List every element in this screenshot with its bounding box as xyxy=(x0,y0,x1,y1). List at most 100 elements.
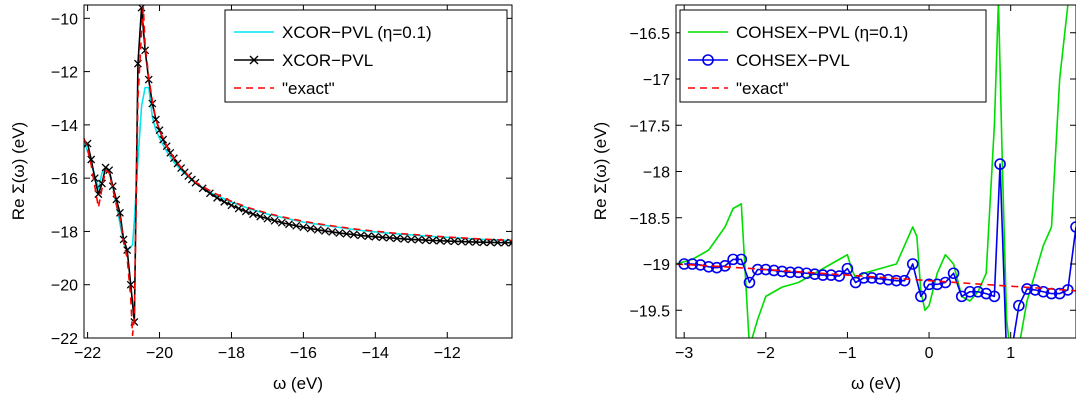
left-point-1-62 xyxy=(421,236,430,245)
left-point-1-65 xyxy=(443,237,452,245)
left-legend-label-1: XCOR−PVL xyxy=(282,51,373,70)
right-point-1-13 xyxy=(784,266,797,279)
left-point-1-44 xyxy=(292,221,301,230)
right-point-1-25 xyxy=(882,273,895,286)
right-x-tick-label-3: 0 xyxy=(925,345,934,362)
right-point-1-17 xyxy=(817,269,829,281)
right-point-1-4 xyxy=(711,261,723,274)
left-point-1-1 xyxy=(87,155,96,164)
right-point-1-38 xyxy=(988,290,1001,303)
right-point-1-22 xyxy=(857,272,870,284)
right-point-1-19 xyxy=(833,270,846,282)
left-point-1-61 xyxy=(414,235,423,244)
left-series-line-2 xyxy=(84,6,512,337)
right-legend-label-1: COHSEX−PVL xyxy=(736,51,850,70)
left-legend: XCOR−PVL (η=0.1) XCOR−PVL "exact" xyxy=(224,9,508,103)
left-point-1-49 xyxy=(328,228,337,236)
left-y-tick-label-2: −18 xyxy=(51,224,78,241)
left-point-1-21 xyxy=(159,135,168,144)
right-point-1-32 xyxy=(939,276,952,289)
right-y-tick-label-6: −16.5 xyxy=(630,26,671,43)
right-point-1-28 xyxy=(906,258,919,270)
left-point-1-39 xyxy=(256,212,265,221)
left-point-1-41 xyxy=(270,216,279,225)
right-ticks-group: −3 −2 −1 0 1 −19.5 −19 −18.5 −18 −17.5 −17 −16.5 xyxy=(630,5,1076,362)
right-point-1-1 xyxy=(686,258,699,270)
left-legend-label-2: "exact" xyxy=(282,79,335,98)
right-point-1-23 xyxy=(866,272,878,284)
left-plot-frame xyxy=(83,4,513,339)
right-point-1-16 xyxy=(808,268,821,280)
left-y-tick-label-1: −20 xyxy=(51,278,78,295)
right-point-1-30 xyxy=(923,278,935,291)
right-series-group xyxy=(676,5,1076,338)
right-point-1-43 xyxy=(1021,283,1033,295)
left-x-tick-label-5: −12 xyxy=(434,345,461,362)
left-y-tick-label-5: −12 xyxy=(51,65,78,82)
left-x-tick-label-3: −16 xyxy=(290,345,317,362)
left-point-1-67 xyxy=(457,237,466,246)
right-point-1-45 xyxy=(1037,285,1050,298)
left-legend-label-0: XCOR−PVL (η=0.1) xyxy=(282,23,432,42)
right-legend: COHSEX−PVL (η=0.1) COHSEX−PVL "exact" xyxy=(679,9,987,103)
left-point-1-52 xyxy=(349,230,358,239)
left-point-1-36 xyxy=(234,204,243,213)
right-legend-label-0: COHSEX−PVL (η=0.1) xyxy=(736,23,908,42)
right-series-line-2 xyxy=(676,263,1076,292)
right-y-tick-label-2: −18.5 xyxy=(630,211,671,228)
right-y-tick-label-0: −19.5 xyxy=(630,303,671,320)
left-point-1-66 xyxy=(450,237,459,246)
left-y-tick-label-4: −14 xyxy=(51,118,78,135)
left-point-1-40 xyxy=(263,214,272,223)
left-point-1-19 xyxy=(151,115,160,124)
left-point-1-60 xyxy=(407,235,416,244)
left-point-1-11 xyxy=(123,246,132,255)
left-point-1-54 xyxy=(364,232,373,241)
right-plot-frame xyxy=(675,4,1076,339)
left-x-tick-label-0: −22 xyxy=(74,345,101,362)
right-point-1-20 xyxy=(841,262,854,275)
left-point-1-59 xyxy=(400,234,409,243)
left-chart: −22 −20 −18 −16 −14 −12−22−20−18−16−14−12−10 … xyxy=(9,4,513,393)
left-point-1-69 xyxy=(472,238,480,247)
left-point-1-31 xyxy=(198,184,207,193)
right-x-tick-label-1: −2 xyxy=(757,345,775,362)
right-x-tick-label-4: 1 xyxy=(1006,345,1015,362)
left-point-1-5 xyxy=(101,163,110,172)
left-point-1-7 xyxy=(108,182,117,191)
left-point-1-45 xyxy=(299,223,308,232)
left-point-1-12 xyxy=(126,280,135,289)
right-x-tick-label-0: −3 xyxy=(675,345,693,362)
left-y-tick-label-0: −22 xyxy=(51,331,78,348)
left-point-1-32 xyxy=(205,189,214,198)
left-point-1-43 xyxy=(285,220,293,229)
left-point-1-51 xyxy=(342,229,351,238)
left-point-1-42 xyxy=(277,218,286,227)
right-point-1-35 xyxy=(964,285,976,298)
left-point-1-64 xyxy=(436,236,445,245)
left-point-1-38 xyxy=(249,210,258,219)
right-point-1-7 xyxy=(735,253,748,266)
right-y-tick-label-5: −17 xyxy=(643,72,670,89)
left-x-tick-label-1: −20 xyxy=(146,345,173,362)
right-legend-label-2: "exact" xyxy=(736,79,789,98)
left-point-1-47 xyxy=(313,225,322,234)
right-point-1-8 xyxy=(743,276,756,289)
right-y-tick-label-1: −19 xyxy=(643,257,670,274)
left-point-1-46 xyxy=(306,224,315,233)
left-y-tick-label-6: −10 xyxy=(51,11,78,28)
right-legend-marker-1 xyxy=(702,54,714,66)
right-point-1-14 xyxy=(792,266,805,279)
right-legend-box xyxy=(679,9,987,103)
left-point-1-48 xyxy=(321,226,329,235)
left-point-1-58 xyxy=(392,234,401,243)
left-series-group xyxy=(84,5,512,337)
right-point-1-42 xyxy=(1013,299,1025,312)
left-legend-marker-1 xyxy=(249,55,259,65)
right-series-line-1 xyxy=(684,163,1076,338)
left-point-1-6 xyxy=(105,166,114,175)
right-point-1-24 xyxy=(874,272,886,285)
right-y-tick-label-3: −18 xyxy=(643,165,670,182)
right-point-1-27 xyxy=(898,274,911,287)
